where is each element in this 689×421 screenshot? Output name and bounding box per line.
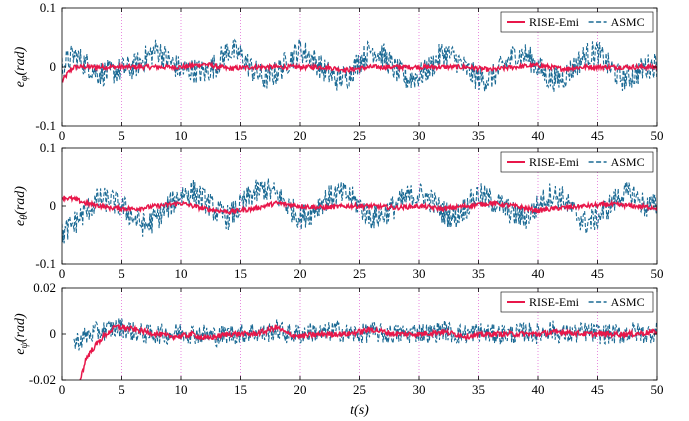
y-axis-label: eψ(rad) xyxy=(13,313,30,355)
series-rise-emi-line xyxy=(62,60,657,83)
x-tick-label: 25 xyxy=(353,266,366,281)
series-rise-emi-line xyxy=(62,194,657,215)
legend: RISE-Emi ASMC xyxy=(500,151,654,173)
x-tick-label: 25 xyxy=(353,382,366,397)
x-tick-label: 30 xyxy=(413,266,426,281)
series-rise-emi-line xyxy=(79,323,657,380)
legend-box xyxy=(500,151,654,173)
legend-box xyxy=(500,291,654,313)
y-tick-label: 0 xyxy=(50,198,57,213)
x-tick-label: 40 xyxy=(532,382,545,397)
x-tick-label: 40 xyxy=(532,266,545,281)
legend-label: ASMC xyxy=(611,15,645,29)
x-tick-label: 35 xyxy=(472,266,485,281)
subplot-3: 0 5 10 15 20 25 30 35 40 45 50-0.0200.02eψ(rad)RIS… xyxy=(13,280,664,397)
y-tick-label: 0.1 xyxy=(40,0,56,15)
x-tick-label: 5 xyxy=(118,128,125,143)
y-tick-label: 0.1 xyxy=(40,140,56,155)
x-tick-label: 50 xyxy=(651,382,664,397)
x-axis-label: t(s) xyxy=(350,403,369,418)
y-axis-label: eφ(rad) xyxy=(13,46,30,87)
x-tick-label: 40 xyxy=(532,128,545,143)
legend-label: RISE-Emi xyxy=(529,295,580,309)
y-tick-label: -0.02 xyxy=(29,372,56,387)
legend-box xyxy=(500,11,654,33)
subplot-1: 0 5 10 15 20 25 30 35 40 45 50-0.100.1eφ(rad)RISE-… xyxy=(13,0,664,143)
x-tick-label: 15 xyxy=(234,382,247,397)
legend: RISE-Emi ASMC xyxy=(500,11,654,33)
x-tick-label: 35 xyxy=(472,382,485,397)
x-tick-label: 15 xyxy=(234,266,247,281)
y-tick-label: 0 xyxy=(50,326,57,341)
x-tick-label: 20 xyxy=(294,382,307,397)
x-tick-label: 0 xyxy=(59,128,66,143)
legend-label: RISE-Emi xyxy=(529,155,580,169)
x-tick-label: 10 xyxy=(175,128,188,143)
x-tick-label: 25 xyxy=(353,128,366,143)
x-tick-label: 5 xyxy=(118,266,125,281)
x-tick-label: 20 xyxy=(294,128,307,143)
x-tick-label: 10 xyxy=(175,266,188,281)
x-tick-label: 10 xyxy=(175,382,188,397)
x-tick-label: 30 xyxy=(413,382,426,397)
y-tick-label: -0.1 xyxy=(35,118,56,133)
x-tick-label: 45 xyxy=(591,128,604,143)
legend-label: RISE-Emi xyxy=(529,15,580,29)
y-tick-label: 0.02 xyxy=(33,280,56,295)
x-tick-label: 45 xyxy=(591,382,604,397)
y-tick-label: -0.1 xyxy=(35,256,56,271)
legend-label: ASMC xyxy=(611,155,645,169)
x-tick-label: 30 xyxy=(413,128,426,143)
x-tick-label: 45 xyxy=(591,266,604,281)
subplot-2: 0 5 10 15 20 25 30 35 40 45 50-0.100.1eθ(rad)RISE-… xyxy=(13,140,664,281)
x-tick-label: 35 xyxy=(472,128,485,143)
x-tick-label: 0 xyxy=(59,266,66,281)
x-tick-label: 50 xyxy=(651,266,664,281)
x-tick-label: 15 xyxy=(234,128,247,143)
x-tick-label: 5 xyxy=(118,382,125,397)
x-tick-label: 20 xyxy=(294,266,307,281)
y-axis-label: eθ(rad) xyxy=(13,186,30,226)
legend: RISE-Emi ASMC xyxy=(500,291,654,313)
x-tick-label: 50 xyxy=(651,128,664,143)
series-asmc-line xyxy=(62,38,657,92)
y-tick-label: 0 xyxy=(50,59,57,74)
legend-label: ASMC xyxy=(611,295,645,309)
x-tick-label: 0 xyxy=(59,382,66,397)
series-asmc-line xyxy=(62,178,657,244)
